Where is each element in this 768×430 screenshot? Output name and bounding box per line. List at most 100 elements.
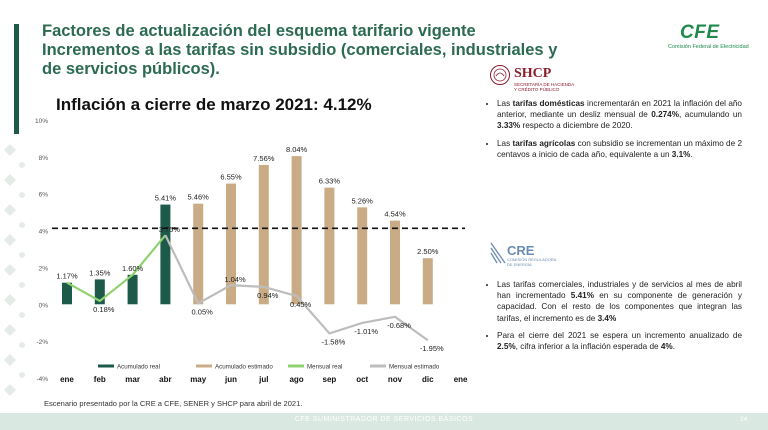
- x-tick-label: jul: [258, 375, 268, 384]
- legend-label: Mensual real: [307, 364, 342, 371]
- bullet-text: Las: [497, 99, 513, 108]
- x-tick-label: mar: [125, 375, 140, 384]
- data-label: 6.55%: [220, 173, 242, 182]
- data-label: 1.17%: [56, 272, 78, 281]
- page-title: Factores de actualización del esquema ta…: [42, 22, 602, 79]
- bullet-text: .: [690, 149, 693, 159]
- bar: [127, 274, 138, 305]
- bar: [357, 207, 368, 305]
- data-label: 0.18%: [93, 305, 115, 314]
- x-tick-label: ene: [60, 375, 74, 384]
- data-label: 6.33%: [319, 177, 341, 186]
- bar: [422, 258, 433, 305]
- decorative-pattern: [4, 144, 25, 396]
- bullet-text: respecto a diciembre de 2020.: [520, 121, 633, 131]
- bullet-text: 2.5%: [497, 342, 516, 352]
- bullet-item: Las tarifas domésticas incrementarán en …: [497, 98, 742, 132]
- data-label: -1.01%: [354, 327, 378, 336]
- x-tick-label: abr: [159, 375, 171, 384]
- bullet-text: 0.274%: [651, 110, 680, 120]
- data-label: 0.94%: [257, 291, 279, 300]
- inflation-chart: 10% 8% 6% 4% 2% 0% -2% -4% 1.17% 1.35% 1.60% 5.41% 5…: [35, 118, 468, 384]
- bullet-text: Las tarifas comerciales, industriales y …: [497, 280, 742, 301]
- bullet-item: Las tarifas comerciales, industriales y …: [497, 279, 742, 324]
- data-label: 1.60%: [122, 264, 144, 273]
- series-line: [66, 234, 167, 303]
- x-tick-label: jun: [224, 375, 237, 384]
- bullet-list-shcp: Las tarifas domésticas incrementarán en …: [484, 98, 742, 166]
- bar: [324, 187, 335, 305]
- data-label: -1.58%: [322, 337, 346, 346]
- footnote: Escenario presentado por la CRE a CFE, S…: [44, 399, 303, 408]
- bullet-text: .: [672, 342, 675, 352]
- data-label: -0.68%: [387, 321, 411, 330]
- bullet-text: Las: [497, 138, 513, 148]
- page-number: 24: [740, 416, 748, 423]
- bullet-text: 5.41%: [570, 291, 594, 301]
- data-label: 0.45%: [290, 300, 312, 309]
- x-tick-label: dic: [422, 375, 434, 384]
- y-tick-label: -2%: [36, 339, 48, 346]
- title-line: Factores de actualización del esquema ta…: [42, 22, 476, 40]
- data-label: 1.35%: [89, 268, 111, 277]
- bar: [226, 183, 236, 305]
- bar: [258, 164, 269, 305]
- shcp-subtitle: SECRETARÍA DE HACIENDA Y CRÉDITO PÚBLICO: [514, 82, 574, 92]
- bullet-text: , acumulando un: [679, 110, 742, 120]
- x-tick-label: ene: [454, 375, 468, 384]
- bullet-text: 4%: [660, 342, 673, 352]
- bar: [160, 204, 171, 305]
- y-tick-label: 4%: [39, 229, 49, 236]
- x-tick-label: may: [190, 375, 207, 384]
- bar: [62, 282, 72, 305]
- series-line: [164, 234, 429, 342]
- bullet-text: tarifas agrícolas: [512, 138, 576, 148]
- bullet-item: Las tarifas agrícolas con subsidio se in…: [497, 138, 742, 160]
- shcp-logo: SHCP: [514, 66, 552, 81]
- cre-subtitle: COMISIÓN REGULADORA DE ENERGÍA: [507, 257, 557, 267]
- legend-label: Mensual estimado: [389, 364, 440, 371]
- data-label: 5.41%: [155, 194, 177, 203]
- bullet-text: incrementarán en 2021 la inflación del a…: [497, 99, 742, 120]
- y-tick-label: 2%: [39, 265, 49, 272]
- data-label: 4.54%: [384, 210, 406, 219]
- bar: [291, 156, 302, 305]
- x-tick-label: sep: [323, 375, 337, 384]
- y-tick-label: 0%: [39, 302, 49, 309]
- data-label: 3.75%: [159, 225, 181, 234]
- data-label: 7.56%: [253, 154, 275, 163]
- data-label: 8.04%: [286, 145, 308, 154]
- footer-text: CFE SUMINISTRADOR DE SERVICIOS BÁSICOS: [294, 416, 474, 423]
- bullet-text: tarifas domésticas: [512, 99, 585, 108]
- shcp-seal-icon: [490, 65, 510, 85]
- data-label: 1.04%: [224, 275, 246, 284]
- cre-logo: CRE: [507, 243, 535, 258]
- bullet-text: con subsidio se incrementan un máximo de…: [497, 138, 742, 159]
- bullet-text: 3.1%: [671, 149, 691, 159]
- footer-bar: [0, 413, 768, 430]
- legend-label: Acumulado real: [117, 364, 160, 371]
- data-label: 5.46%: [188, 193, 210, 202]
- cre-logo-icon: [490, 242, 506, 264]
- y-tick-label: 6%: [39, 192, 49, 199]
- y-tick-label: -4%: [36, 376, 48, 383]
- x-tick-label: ago: [289, 375, 303, 384]
- bullet-text: 3.33%: [497, 121, 521, 131]
- data-label: -1.95%: [420, 344, 444, 353]
- y-tick-label: 8%: [39, 155, 49, 162]
- bullet-list-cre: Las tarifas comerciales, industriales y …: [484, 279, 742, 358]
- data-label: 2.50%: [417, 247, 439, 256]
- x-tick-label: oct: [356, 375, 368, 384]
- x-tick-label: feb: [94, 375, 106, 384]
- chart-title: Inflación a cierre de marzo 2021: 4.12%: [56, 95, 372, 114]
- x-tick-label: nov: [388, 375, 403, 384]
- bullet-text: en su componente de generación y capacid…: [497, 291, 742, 323]
- accent-bar: [14, 24, 19, 134]
- bar: [390, 220, 400, 305]
- bullet-item: Para el cierre del 2021 se espera un inc…: [497, 330, 742, 352]
- title-line: de servicios públicos).: [42, 60, 220, 78]
- bar: [94, 279, 105, 305]
- bullet-text: , cifra inferior a la inflación esperada…: [515, 342, 661, 352]
- cfe-logo: CFE: [680, 22, 720, 43]
